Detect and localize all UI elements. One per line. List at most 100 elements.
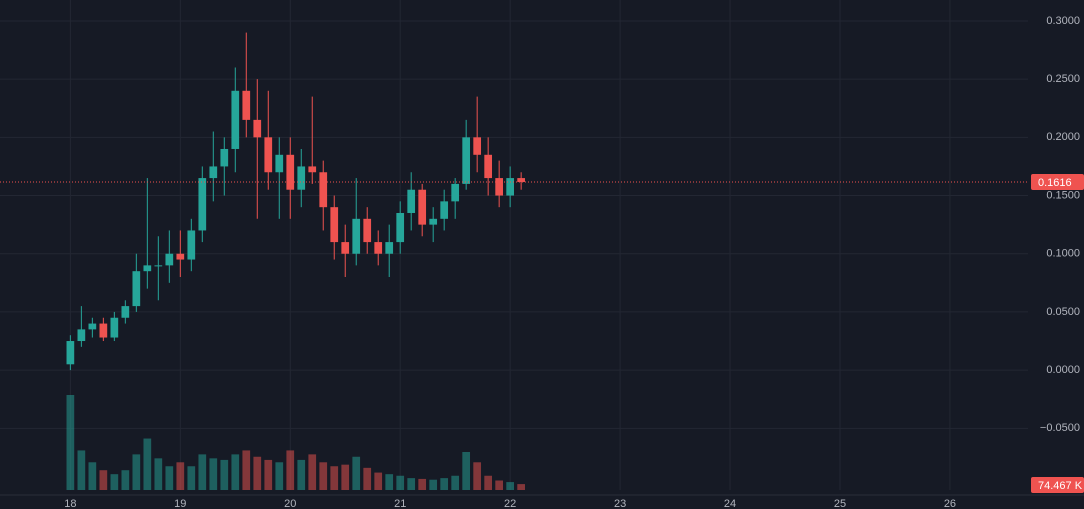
candle-body <box>418 189 427 225</box>
x-tick-label: 23 <box>614 498 626 509</box>
x-tick-label: 18 <box>64 498 76 509</box>
volume-bar <box>110 474 119 490</box>
volume-bar <box>495 480 504 490</box>
candle-body <box>165 253 174 266</box>
volume-bar <box>253 456 262 490</box>
candle-body <box>374 242 383 254</box>
candle-body <box>297 166 306 190</box>
x-tick-label: 21 <box>394 498 406 509</box>
volume-bar <box>88 462 97 490</box>
volume-label: 74.467 K <box>1038 480 1083 492</box>
volume-bar <box>286 450 295 490</box>
volume-bar <box>385 474 394 490</box>
volume-bar <box>473 462 482 490</box>
candle-body <box>231 90 240 149</box>
candle-body <box>99 323 108 338</box>
candle-body <box>506 178 514 196</box>
volume-bar <box>187 466 196 490</box>
volume-bar <box>396 475 405 490</box>
candle-body <box>330 207 339 243</box>
volume-bar <box>176 462 185 490</box>
volume-bar <box>143 438 152 490</box>
candle-body <box>286 154 295 190</box>
candle-body <box>385 242 394 254</box>
candle-body <box>121 306 130 318</box>
candle-body <box>451 183 460 202</box>
volume-bar <box>418 478 427 490</box>
volume-bar <box>154 458 163 490</box>
candle-body <box>517 178 525 183</box>
volume-bar <box>231 454 240 490</box>
volume-bar <box>209 458 218 490</box>
y-tick-label: 0.2000 <box>1046 131 1080 143</box>
x-tick-label: 20 <box>284 498 296 509</box>
volume-bar <box>330 466 339 490</box>
volume-bar <box>484 475 493 490</box>
candle-body <box>66 341 75 365</box>
candle-body <box>440 201 449 219</box>
candle-body <box>242 90 251 120</box>
candle-body <box>264 137 273 173</box>
candle-body <box>110 317 119 338</box>
candle-body <box>187 230 196 260</box>
y-tick-label: −0.0500 <box>1040 422 1080 434</box>
candle-body <box>495 178 504 196</box>
volume-bar <box>308 454 317 490</box>
last-price-label: 0.1616 <box>1038 177 1072 189</box>
x-tick-label: 22 <box>504 498 516 509</box>
candle-body <box>319 172 328 208</box>
candle-body <box>154 265 163 267</box>
volume-bar <box>275 462 284 490</box>
volume-bar <box>451 475 460 490</box>
volume-bar <box>264 459 273 490</box>
y-tick-label: 0.1500 <box>1046 189 1080 201</box>
x-tick-label: 26 <box>944 498 956 509</box>
y-tick-label: 0.1000 <box>1046 248 1080 260</box>
volume-bar <box>319 462 328 490</box>
candle-body <box>396 212 405 243</box>
candle-body <box>308 166 317 173</box>
volume-bar <box>77 450 86 490</box>
volume-bar <box>374 472 383 490</box>
y-tick-label: 0.2500 <box>1046 73 1080 85</box>
candle-body <box>462 137 471 184</box>
candle-body <box>77 329 86 342</box>
volume-bar <box>121 470 130 490</box>
y-tick-label: 0.0500 <box>1046 306 1080 318</box>
volume-bar <box>462 452 471 490</box>
volume-bar <box>506 482 514 490</box>
candle-body <box>209 166 218 179</box>
volume-bar <box>517 484 525 490</box>
volume-bar <box>242 450 251 490</box>
volume-bar <box>132 454 141 490</box>
volume-bar <box>198 454 207 490</box>
candle-body <box>176 253 185 260</box>
volume-bar <box>407 478 416 490</box>
candle-body <box>88 323 97 330</box>
candle-body <box>352 218 361 254</box>
candle-body <box>198 178 207 231</box>
candle-body <box>429 218 438 225</box>
candle-body <box>407 189 416 213</box>
volume-bar <box>165 466 174 490</box>
candle-body <box>275 154 284 173</box>
candle-body <box>341 242 350 254</box>
x-tick-label: 24 <box>724 498 736 509</box>
x-tick-label: 25 <box>834 498 846 509</box>
volume-bar <box>99 470 108 490</box>
candle-body <box>363 218 372 243</box>
volume-bar <box>341 464 350 490</box>
volume-bar <box>220 459 229 490</box>
candle-body <box>473 137 482 155</box>
candle-body <box>143 265 152 272</box>
candle-body <box>253 119 262 138</box>
x-tick-label: 19 <box>174 498 186 509</box>
volume-label-box <box>1031 477 1084 493</box>
volume-bar <box>297 459 306 490</box>
y-tick-label: 0.0000 <box>1046 364 1080 376</box>
candle-body <box>220 148 229 167</box>
last-price-box <box>1031 174 1084 191</box>
